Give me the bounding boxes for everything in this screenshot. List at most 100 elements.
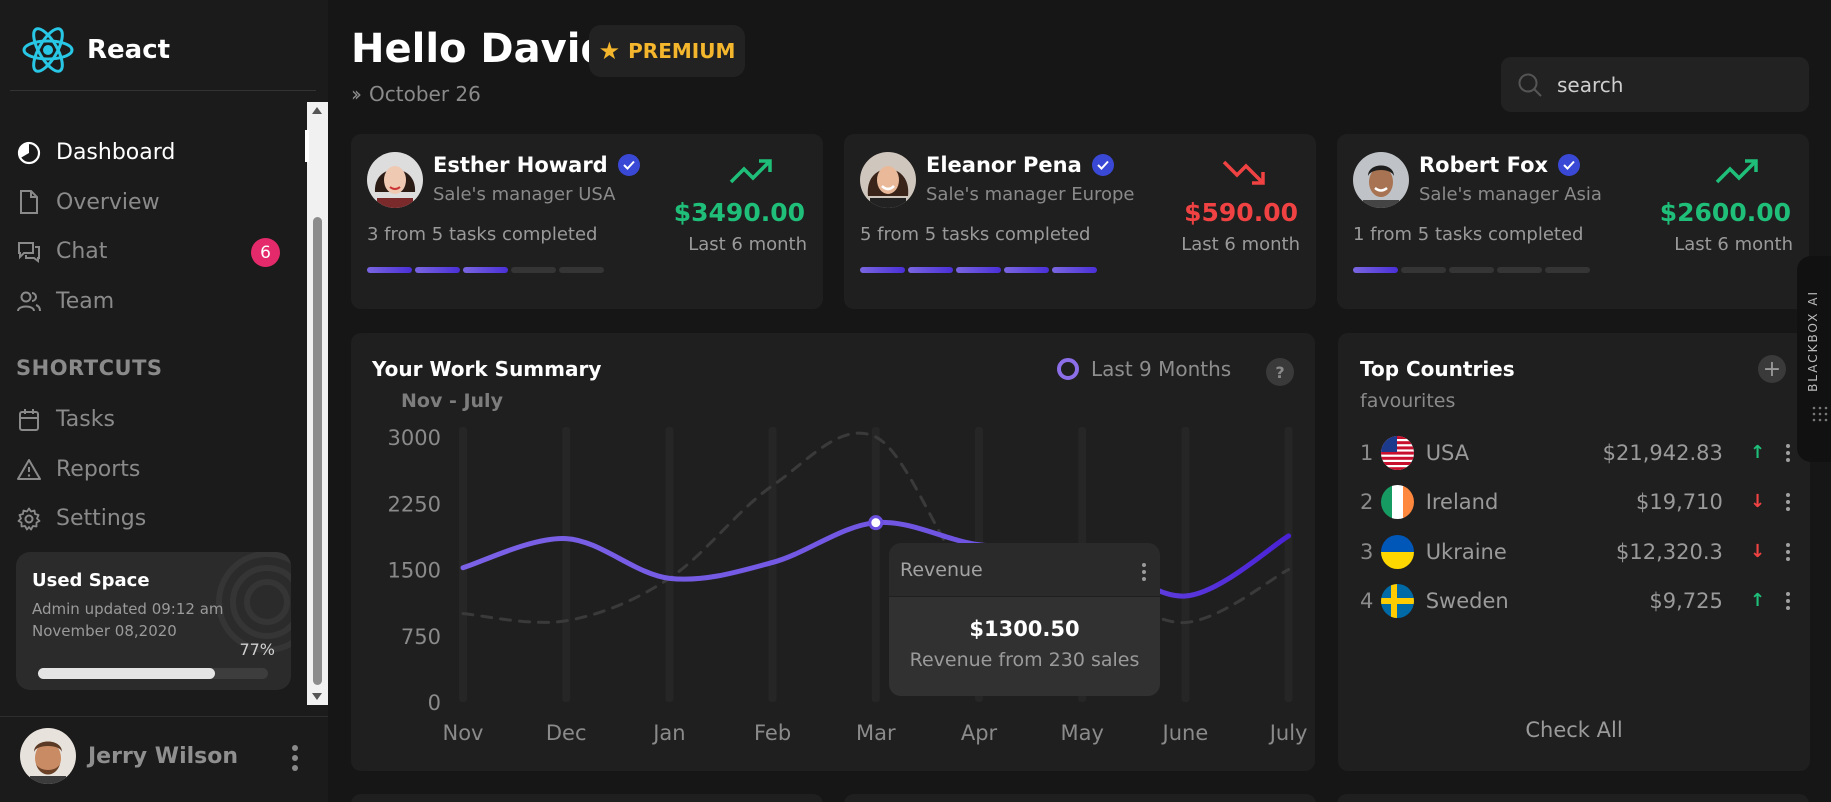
shortcuts-title: SHORTCUTS — [16, 356, 163, 380]
divider — [0, 716, 328, 717]
top-countries-panel: Top Countries favourites + 1 USA $21,942… — [1338, 333, 1810, 771]
task-segment — [1353, 267, 1398, 273]
country-row[interactable]: 4 Sweden $9,725 ↑ — [1360, 576, 1790, 625]
shortcut-reports[interactable]: Reports — [16, 445, 286, 495]
add-button[interactable]: + — [1758, 355, 1786, 383]
used-space-progress-fill — [38, 668, 216, 679]
manager-name: Eleanor Pena — [926, 153, 1114, 177]
ukraine-flag-icon — [1381, 534, 1414, 569]
task-segment — [908, 267, 953, 273]
used-space-subtitle: Admin updated 09:12 am November 08,2020 — [32, 600, 224, 640]
scroll-up-icon[interactable] — [312, 107, 322, 114]
trend-down-icon — [1222, 160, 1265, 185]
scroll-thumb[interactable] — [313, 217, 322, 685]
trend-up-icon — [1715, 159, 1758, 184]
date-label: October 26 — [369, 82, 481, 106]
x-tick-label: Mar — [856, 721, 896, 745]
trend-up-icon — [729, 159, 772, 184]
user-menu-icon[interactable] — [292, 745, 300, 775]
nav-item-overview[interactable]: Overview — [16, 178, 286, 228]
ring-icon — [1057, 358, 1079, 380]
manager-name: Robert Fox — [1419, 153, 1581, 177]
nav-item-team[interactable]: Team — [16, 277, 286, 327]
country-row[interactable]: 3 Ukraine $12,320.3 ↓ — [1360, 527, 1790, 576]
manager-role: Sale's manager Asia — [1419, 184, 1602, 205]
country-value: $21,942.83 — [1602, 440, 1723, 465]
manager-card[interactable]: Eleanor Pena Sale's manager Europe 5 fro… — [844, 134, 1316, 309]
country-row[interactable]: 2 Ireland $19,710 ↓ — [1360, 477, 1790, 526]
star-icon: ★ — [598, 37, 621, 65]
more-icon[interactable] — [1765, 491, 1790, 512]
manager-card[interactable]: Robert Fox Sale's manager Asia 1 from 5 … — [1337, 134, 1809, 309]
help-button[interactable]: ? — [1266, 358, 1294, 386]
period-filter-label: Last 9 Months — [1091, 357, 1232, 381]
y-tick-label: 1500 — [388, 559, 441, 583]
country-name: USA — [1425, 440, 1470, 465]
manager-avatar — [860, 152, 916, 208]
nav-item-dashboard[interactable]: Dashboard — [16, 128, 286, 178]
country-row[interactable]: 1 USA $21,942.83 ↑ — [1360, 428, 1790, 477]
chart-column — [562, 427, 571, 702]
bottom-card — [1337, 794, 1809, 802]
country-name: Ukraine — [1425, 539, 1507, 564]
task-segment — [463, 267, 508, 273]
blackbox-tab[interactable] — [1797, 256, 1831, 462]
tasks-completed: 3 from 5 tasks completed — [367, 224, 598, 245]
nav-label: Overview — [56, 189, 160, 215]
sweden-flag-icon — [1381, 583, 1414, 618]
warning-icon — [16, 456, 42, 482]
premium-badge[interactable]: ★ PREMIUM — [589, 25, 745, 77]
chart-column — [665, 427, 674, 702]
usa-flag-icon — [1381, 435, 1414, 470]
country-name: Ireland — [1425, 489, 1499, 514]
arrow-down-icon: ↓ — [1749, 541, 1766, 562]
user-avatar — [20, 728, 76, 784]
nav-item-chat[interactable]: Chat 6 — [16, 227, 286, 277]
gear-icon — [16, 506, 42, 532]
blackbox-label: BLACKBOX AI — [1806, 290, 1820, 392]
manager-period: Last 6 month — [688, 234, 807, 255]
bottom-card — [351, 794, 823, 802]
arrow-down-icon: ↓ — [1749, 491, 1766, 512]
brand[interactable]: React — [22, 22, 170, 78]
verified-icon — [1091, 154, 1114, 176]
task-segment — [956, 267, 1001, 273]
shortcut-tasks[interactable]: Tasks — [16, 395, 286, 445]
active-indicator — [305, 130, 309, 162]
x-tick-label: May — [1060, 721, 1103, 745]
top-countries-title: Top Countries — [1360, 357, 1515, 381]
manager-amount: $2600.00 — [1659, 198, 1791, 227]
more-icon[interactable] — [1765, 442, 1790, 463]
rings-decoration — [216, 552, 291, 653]
manager-card[interactable]: Esther Howard Sale's manager USA 3 from … — [351, 134, 823, 309]
search-box[interactable] — [1501, 57, 1809, 112]
chat-badge: 6 — [251, 238, 280, 267]
tooltip-subtitle: Revenue from 230 sales — [909, 649, 1140, 671]
more-icon[interactable] — [1765, 590, 1790, 611]
more-icon[interactable] — [1142, 563, 1146, 584]
nav-label: Reports — [56, 456, 141, 482]
arrow-up-icon: ↑ — [1749, 442, 1766, 463]
chart-column — [871, 427, 880, 702]
check-all-link[interactable]: Check All — [1525, 718, 1623, 742]
period-filter[interactable]: Last 9 Months — [1057, 357, 1231, 381]
search-input[interactable] — [1557, 72, 1777, 97]
tasks-progress — [367, 267, 607, 273]
task-segment — [860, 267, 905, 273]
shortcut-settings[interactable]: Settings — [16, 494, 286, 544]
y-tick-label: 0 — [428, 691, 441, 715]
more-icon[interactable] — [1765, 541, 1790, 562]
scroll-down-icon[interactable] — [312, 693, 322, 700]
chart-highlight-point[interactable] — [868, 515, 884, 531]
y-tick-label: 2250 — [388, 492, 441, 516]
nav-label: Dashboard — [56, 140, 176, 166]
manager-role: Sale's manager USA — [433, 184, 616, 205]
verified-icon — [617, 154, 640, 176]
user-profile[interactable]: Jerry Wilson — [20, 728, 238, 784]
nav-label: Chat — [56, 239, 108, 265]
blackbox-logo-icon — [1812, 406, 1828, 422]
sidebar-scrollbar[interactable] — [307, 102, 328, 705]
arrow-up-icon: ↑ — [1749, 590, 1766, 611]
y-tick-label: 750 — [401, 625, 441, 649]
